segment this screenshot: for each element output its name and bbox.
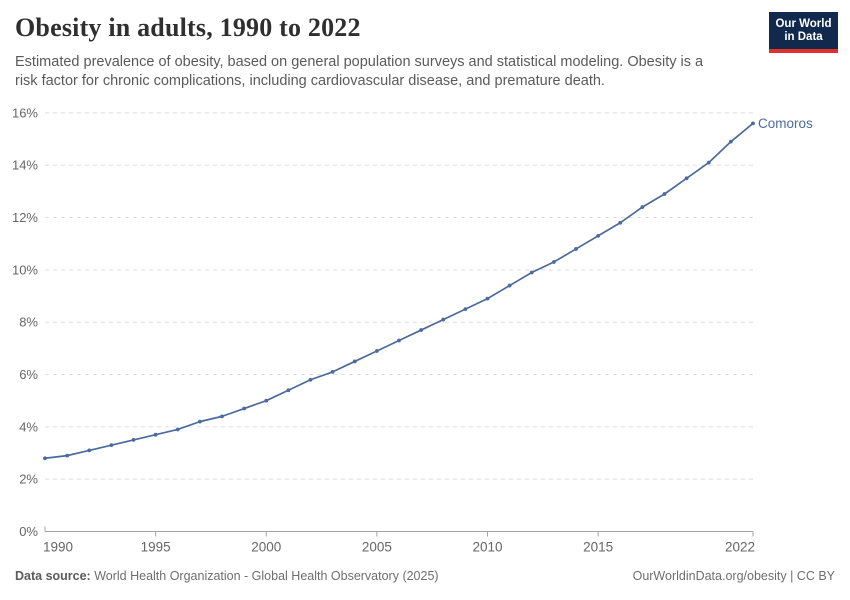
y-axis-label: 8%: [19, 315, 38, 330]
data-point-marker[interactable]: [220, 414, 224, 419]
chart-title: Obesity in adults, 1990 to 2022: [15, 13, 361, 42]
data-point-marker[interactable]: [308, 377, 313, 382]
data-point-marker[interactable]: [618, 220, 623, 225]
data-point-marker[interactable]: [242, 406, 247, 411]
chart-footer: Data source: World Health Organization -…: [15, 569, 835, 583]
owid-logo[interactable]: Our World in Data: [769, 12, 838, 53]
data-point-marker[interactable]: [507, 283, 512, 288]
chart-subtitle-line1: Estimated prevalence of obesity, based o…: [15, 54, 704, 70]
data-point-marker[interactable]: [264, 398, 269, 403]
data-point-marker[interactable]: [197, 419, 202, 424]
x-axis-label: 1995: [141, 540, 171, 555]
chart-subtitle-line2: risk factor for chronic complications, i…: [15, 73, 605, 89]
data-point-marker[interactable]: [352, 359, 357, 364]
data-point-marker[interactable]: [485, 296, 490, 301]
y-axis-label: 10%: [12, 262, 38, 277]
data-point-marker[interactable]: [640, 205, 645, 209]
x-axis-label: 2010: [472, 540, 502, 555]
data-source-label: Data source:: [15, 569, 91, 583]
series-label-comoros[interactable]: Comoros: [758, 116, 813, 131]
data-point-marker[interactable]: [153, 432, 158, 437]
owid-logo-line1: Our World: [775, 18, 832, 30]
x-axis-label: 2022: [725, 540, 755, 555]
owid-logo-line2: in Data: [784, 31, 823, 43]
data-point-marker[interactable]: [374, 349, 379, 353]
data-point-marker[interactable]: [751, 121, 755, 126]
series-line-comoros[interactable]: [44, 122, 754, 460]
data-source-note: Data source: World Health Organization -…: [15, 569, 439, 583]
data-point-marker[interactable]: [330, 370, 335, 374]
data-point-marker[interactable]: [441, 317, 446, 322]
data-point-marker[interactable]: [684, 176, 689, 181]
x-axis-label: 2005: [362, 540, 392, 555]
data-point-marker[interactable]: [463, 307, 468, 312]
data-point-marker[interactable]: [286, 388, 291, 393]
data-point-marker[interactable]: [175, 427, 180, 432]
data-point-marker[interactable]: [551, 260, 556, 264]
y-axis-label: 4%: [19, 419, 38, 434]
data-point-marker[interactable]: [109, 443, 114, 448]
data-point-marker[interactable]: [65, 453, 70, 458]
y-axis-label: 12%: [12, 210, 38, 225]
credit-link[interactable]: OurWorldinData.org/obesity | CC BY: [632, 569, 835, 583]
y-axis-label: 14%: [12, 158, 38, 173]
y-axis-label: 2%: [19, 472, 38, 487]
data-point-marker[interactable]: [529, 270, 534, 275]
data-point-marker[interactable]: [574, 247, 578, 251]
data-point-marker[interactable]: [43, 456, 47, 461]
data-point-marker[interactable]: [596, 233, 601, 238]
data-point-marker[interactable]: [706, 160, 711, 165]
data-point-marker[interactable]: [728, 139, 733, 144]
y-axis-label: 16%: [12, 105, 38, 120]
data-point-marker[interactable]: [87, 448, 92, 453]
data-point-marker[interactable]: [662, 192, 667, 196]
y-axis-label: 0%: [19, 524, 38, 539]
x-axis-label: 1990: [43, 540, 73, 555]
data-point-marker[interactable]: [419, 328, 424, 332]
data-point-marker[interactable]: [131, 438, 136, 442]
y-axis-label: 6%: [19, 367, 38, 382]
x-axis-label: 2015: [583, 540, 613, 555]
data-source-text: World Health Organization - Global Healt…: [90, 569, 439, 583]
data-point-marker[interactable]: [397, 338, 401, 343]
chart-subtitle: Estimated prevalence of obesity, based o…: [15, 53, 703, 91]
x-axis-label: 2000: [251, 540, 281, 555]
